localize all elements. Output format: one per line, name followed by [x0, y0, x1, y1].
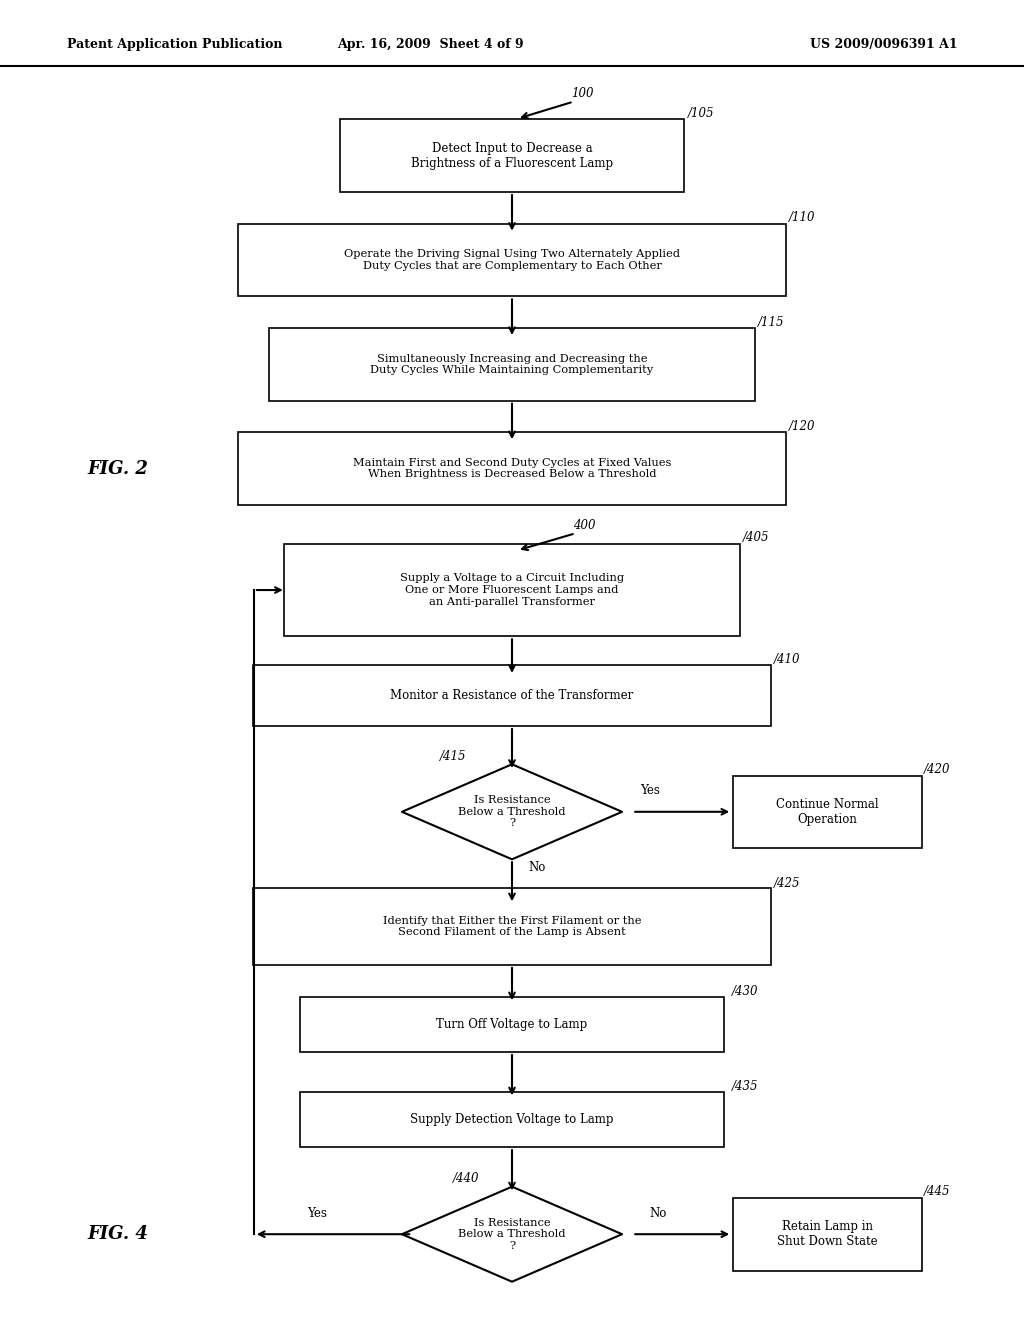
Text: Supply a Voltage to a Circuit Including
One or More Fluorescent Lamps and
an Ant: Supply a Voltage to a Circuit Including … [400, 573, 624, 607]
Text: /435: /435 [732, 1080, 759, 1093]
Text: Retain Lamp in
Shut Down State: Retain Lamp in Shut Down State [777, 1220, 878, 1249]
Text: /425: /425 [774, 876, 801, 890]
Text: /420: /420 [924, 763, 950, 776]
Text: 400: 400 [573, 519, 596, 532]
FancyBboxPatch shape [238, 432, 786, 504]
Text: Yes: Yes [640, 784, 660, 797]
FancyBboxPatch shape [299, 1092, 725, 1147]
Text: Supply Detection Voltage to Lamp: Supply Detection Voltage to Lamp [411, 1113, 613, 1126]
Text: /445: /445 [924, 1185, 950, 1199]
Text: /440: /440 [453, 1172, 479, 1185]
FancyBboxPatch shape [238, 223, 786, 296]
Text: Apr. 16, 2009  Sheet 4 of 9: Apr. 16, 2009 Sheet 4 of 9 [337, 38, 523, 51]
Text: /120: /120 [788, 420, 815, 433]
Text: Continue Normal
Operation: Continue Normal Operation [776, 797, 879, 826]
Text: /115: /115 [758, 315, 784, 329]
FancyBboxPatch shape [268, 327, 756, 401]
Text: /410: /410 [774, 653, 801, 667]
Text: Simultaneously Increasing and Decreasing the
Duty Cycles While Maintaining Compl: Simultaneously Increasing and Decreasing… [371, 354, 653, 375]
Text: Identify that Either the First Filament or the
Second Filament of the Lamp is Ab: Identify that Either the First Filament … [383, 916, 641, 937]
Text: Is Resistance
Below a Threshold
?: Is Resistance Below a Threshold ? [459, 795, 565, 829]
FancyBboxPatch shape [299, 997, 725, 1052]
Text: /415: /415 [440, 750, 467, 763]
FancyBboxPatch shape [733, 1199, 923, 1270]
Text: US 2009/0096391 A1: US 2009/0096391 A1 [810, 38, 957, 51]
Text: FIG. 2: FIG. 2 [87, 459, 148, 478]
Text: /430: /430 [732, 985, 759, 998]
Text: 100: 100 [571, 87, 594, 100]
Text: /405: /405 [743, 531, 770, 544]
Text: Operate the Driving Signal Using Two Alternately Applied
Duty Cycles that are Co: Operate the Driving Signal Using Two Alt… [344, 249, 680, 271]
Text: Detect Input to Decrease a
Brightness of a Fluorescent Lamp: Detect Input to Decrease a Brightness of… [411, 141, 613, 170]
Text: Is Resistance
Below a Threshold
?: Is Resistance Below a Threshold ? [459, 1217, 565, 1251]
Text: Yes: Yes [307, 1206, 328, 1220]
Text: Maintain First and Second Duty Cycles at Fixed Values
When Brightness is Decreas: Maintain First and Second Duty Cycles at… [353, 458, 671, 479]
FancyBboxPatch shape [254, 888, 770, 965]
Text: Turn Off Voltage to Lamp: Turn Off Voltage to Lamp [436, 1018, 588, 1031]
Text: Monitor a Resistance of the Transformer: Monitor a Resistance of the Transformer [390, 689, 634, 702]
Text: FIG. 4: FIG. 4 [87, 1225, 148, 1243]
Text: /110: /110 [788, 211, 815, 224]
FancyBboxPatch shape [284, 544, 739, 636]
Text: Patent Application Publication: Patent Application Publication [67, 38, 282, 51]
FancyBboxPatch shape [733, 776, 923, 849]
Text: No: No [650, 1206, 667, 1220]
FancyBboxPatch shape [340, 119, 684, 191]
Text: No: No [528, 861, 546, 874]
FancyBboxPatch shape [254, 665, 770, 726]
Text: /105: /105 [688, 107, 715, 120]
